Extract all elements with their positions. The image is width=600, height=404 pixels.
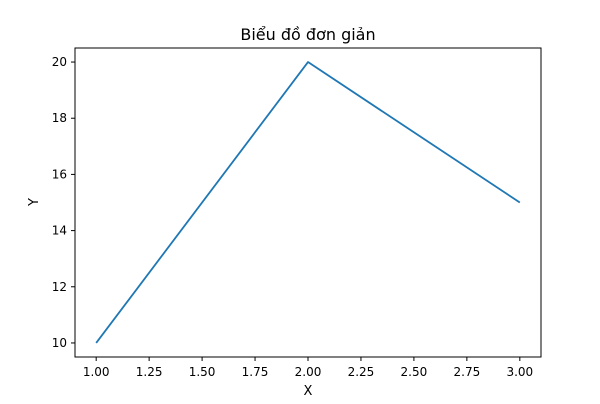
y-tick-label: 12 <box>52 280 67 294</box>
x-tick-label: 2.00 <box>295 365 322 379</box>
x-tick-label: 2.75 <box>454 365 481 379</box>
x-axis-label: X <box>304 384 313 399</box>
series-line <box>95 61 521 344</box>
x-tick-label: 1.25 <box>136 365 163 379</box>
x-tick-label: 1.75 <box>242 365 269 379</box>
x-tick-label: 1.50 <box>189 365 216 379</box>
x-axis-ticks: 1.00 1.25 1.50 1.75 2.00 2.25 2.50 2.75 3.00 <box>83 357 533 379</box>
y-tick-label: 16 <box>52 167 67 181</box>
y-axis-label: Y <box>27 198 42 207</box>
y-tick-label: 10 <box>52 336 67 350</box>
y-axis-ticks: 10 12 14 16 18 20 <box>52 55 75 350</box>
x-tick-label: 2.50 <box>401 365 428 379</box>
x-tick-label: 3.00 <box>506 365 533 379</box>
x-tick-label: 2.25 <box>348 365 375 379</box>
y-tick-label: 14 <box>52 224 67 238</box>
plot-area-frame <box>74 47 542 358</box>
y-tick-label: 20 <box>52 55 67 69</box>
chart-title: Biểu đồ đơn giản <box>240 25 375 44</box>
x-tick-label: 1.00 <box>83 365 110 379</box>
series-layer <box>95 61 521 344</box>
y-tick-label: 18 <box>52 111 67 125</box>
